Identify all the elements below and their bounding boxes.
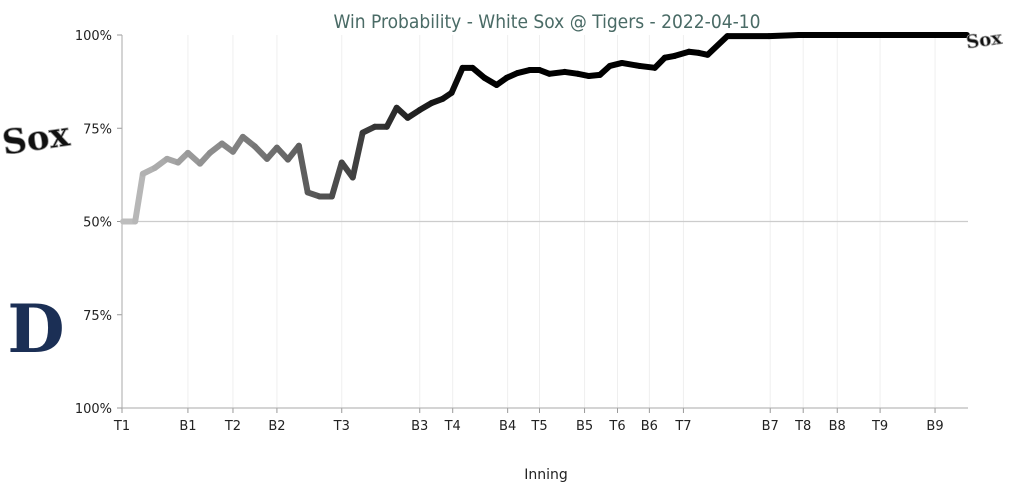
y-tick-label: 75% xyxy=(83,309,112,324)
x-tick-label: T8 xyxy=(794,419,811,434)
x-tick-label: B6 xyxy=(641,419,658,434)
x-tick-label: B5 xyxy=(576,419,593,434)
x-tick-label: T9 xyxy=(871,419,888,434)
x-tick-label: T2 xyxy=(224,419,241,434)
tigers-logo: D xyxy=(7,290,64,368)
x-tick-label: B1 xyxy=(179,419,196,434)
x-tick-label: B9 xyxy=(926,419,943,434)
x-tick-label: T3 xyxy=(333,419,350,434)
y-tick-label: 100% xyxy=(75,29,112,44)
y-tick-label: 50% xyxy=(83,216,112,231)
x-axis-label: Inning xyxy=(524,467,568,483)
chart-title: Win Probability - White Sox @ Tigers - 2… xyxy=(334,11,761,33)
win-prob-segment xyxy=(295,142,311,196)
win-prob-segment xyxy=(328,159,345,200)
win-prob-segment xyxy=(349,129,366,181)
x-tick-label: B4 xyxy=(499,419,516,434)
x-tick-label: B7 xyxy=(762,419,779,434)
x-tick-label: T5 xyxy=(530,419,547,434)
win-prob-segment xyxy=(766,32,802,40)
win-prob-segment xyxy=(132,170,146,225)
x-tick-label: B2 xyxy=(268,419,285,434)
white-sox-end-logo: Sox xyxy=(965,28,1004,54)
y-tick-label: 100% xyxy=(75,402,112,417)
x-tick-label: T7 xyxy=(674,419,691,434)
x-tick-label: T6 xyxy=(608,419,625,434)
win-prob-segment xyxy=(383,104,400,130)
x-tick-label: T1 xyxy=(113,419,130,434)
x-tick-label: B8 xyxy=(829,419,846,434)
win-prob-segment xyxy=(448,64,466,96)
white-sox-logo: Sox xyxy=(0,114,73,163)
y-tick-label: 75% xyxy=(83,122,112,137)
x-tick-label: T4 xyxy=(444,419,461,434)
win-prob-segment xyxy=(704,33,731,58)
x-tick-label: B3 xyxy=(411,419,428,434)
